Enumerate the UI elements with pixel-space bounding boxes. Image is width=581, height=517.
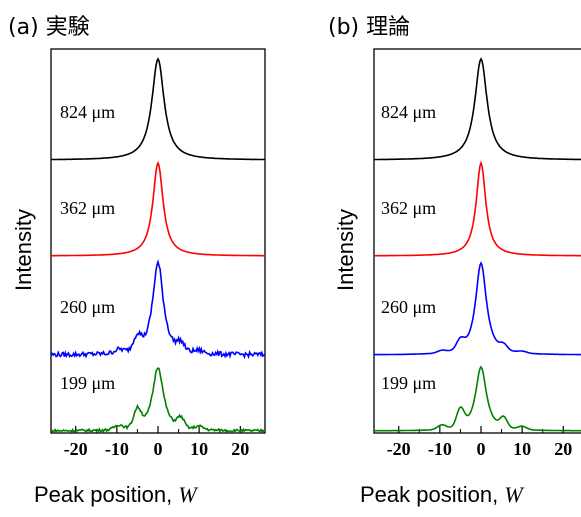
- series-line: [51, 160, 265, 257]
- panel-b-ylabel: Intensity: [333, 209, 358, 291]
- series-line: [50, 367, 266, 434]
- series-line: [374, 57, 581, 161]
- xtick-label: 20: [554, 439, 572, 459]
- panel-b-xlabel: Peak position, W: [360, 482, 524, 507]
- xtick-label: 0: [477, 439, 486, 459]
- series-label: 199 μm: [60, 373, 115, 393]
- series-label: 824 μm: [381, 102, 436, 122]
- series-line: [51, 57, 265, 161]
- panel-a-curves: 824 μm 362 μm 260 μm 199 μm: [50, 57, 266, 434]
- series-label: 260 μm: [60, 297, 115, 317]
- series-line: [50, 259, 266, 360]
- xtick-label: -20: [387, 439, 411, 459]
- xtick-label: 20: [231, 439, 249, 459]
- series-label: 260 μm: [381, 297, 436, 317]
- series-label: 362 μm: [60, 198, 115, 218]
- series-label: 824 μm: [60, 102, 115, 122]
- panel-b-curves: 824 μm 362 μm 260 μm 199 μm: [373, 57, 581, 432]
- panel-a-ylabel: Intensity: [11, 209, 36, 291]
- panel-a-title: (a) 実験: [8, 15, 90, 40]
- panel-a-xticks: -20 -10 0 10 20: [64, 426, 249, 459]
- series-line: [373, 261, 581, 356]
- panel-b-xticks: -20 -10 0 10 20: [387, 426, 572, 459]
- xtick-label: 0: [154, 439, 163, 459]
- series-label: 362 μm: [381, 198, 436, 218]
- xtick-label: -20: [64, 439, 88, 459]
- series-line: [374, 160, 581, 257]
- xtick-label: 10: [190, 439, 208, 459]
- series-label: 199 μm: [381, 373, 436, 393]
- series-line: [374, 365, 581, 432]
- xtick-label: -10: [428, 439, 452, 459]
- panel-b-title: (b) 理論: [328, 15, 410, 40]
- xtick-label: 10: [513, 439, 531, 459]
- xtick-label: -10: [105, 439, 129, 459]
- panel-a-xlabel: Peak position, W: [34, 482, 198, 507]
